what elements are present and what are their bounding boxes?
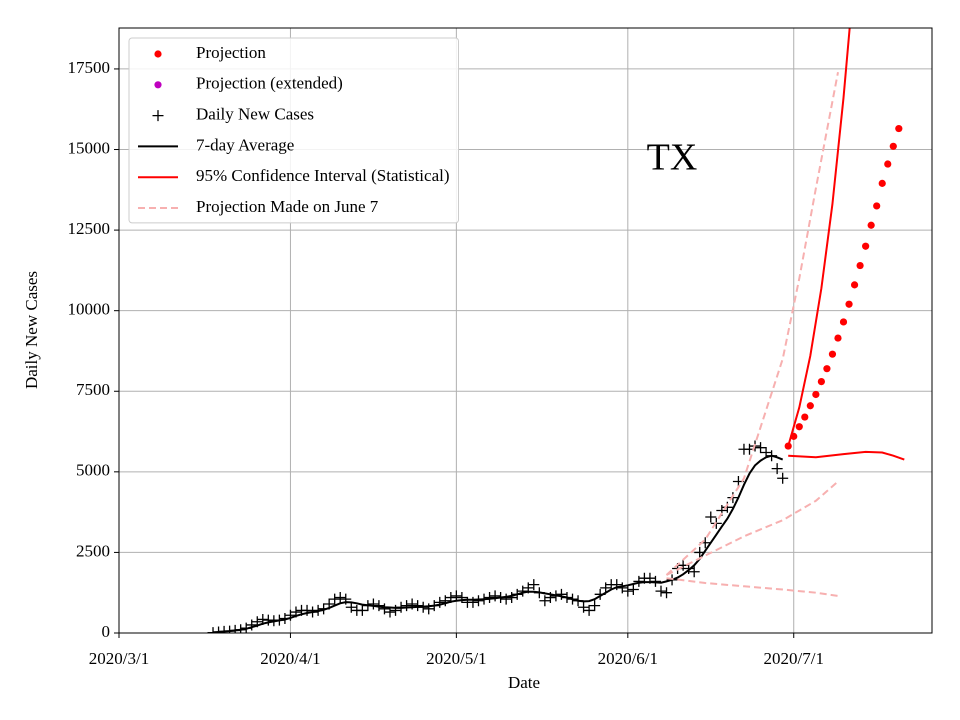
case-marker: [555, 588, 567, 600]
case-marker: [246, 619, 258, 631]
case-marker: [777, 472, 789, 484]
case-marker: [434, 596, 446, 608]
legend-marker: [154, 81, 162, 89]
case-marker: [345, 601, 357, 613]
case-marker: [771, 463, 783, 475]
case-marker: [539, 595, 551, 607]
case-marker: [450, 590, 462, 602]
series-line: [788, 450, 905, 461]
y-tick-label: 5000: [76, 461, 110, 480]
case-marker: [467, 596, 479, 608]
projection-dot: [862, 242, 870, 250]
x-axis-label: Date: [508, 673, 540, 692]
projection-dot: [817, 377, 825, 386]
case-marker: [627, 583, 639, 595]
axes-frame: [118, 27, 933, 634]
case-marker: [329, 593, 341, 605]
ticks: 0 2500 5000 7500 10000 12500 15000 17500 2020/3/…: [68, 58, 824, 668]
y-tick-label: 17500: [68, 58, 111, 77]
legend-label: 7-day Average: [196, 135, 294, 154]
case-marker: [472, 595, 484, 607]
y-tick-label: 12500: [68, 219, 111, 238]
projection-dot: [889, 142, 897, 150]
case-marker: [456, 592, 468, 604]
case-marker: [661, 587, 673, 599]
case-marker: [334, 592, 346, 604]
case-marker: [423, 603, 435, 615]
legend-marker: [152, 110, 164, 122]
y-tick-label: 0: [102, 622, 111, 641]
projection-dot: [878, 179, 886, 187]
y-tick-label: 15000: [68, 138, 111, 157]
case-marker: [755, 442, 767, 454]
projection-dot: [867, 221, 875, 229]
legend-label: Projection Made on June 7: [196, 197, 379, 216]
case-marker: [378, 603, 390, 615]
projection-dot: [823, 365, 831, 373]
y-tick-label: 10000: [68, 300, 111, 319]
case-marker: [600, 582, 612, 594]
case-marker: [401, 600, 413, 612]
case-marker: [367, 598, 379, 610]
case-marker: [589, 600, 601, 612]
case-marker: [489, 590, 501, 602]
x-tick-label: 2020/3/1: [89, 649, 149, 668]
case-marker: [688, 566, 700, 578]
series-line: [665, 72, 839, 576]
y-tick-label: 7500: [76, 380, 110, 399]
x-tick-label: 2020/4/1: [260, 649, 320, 668]
case-marker: [760, 446, 772, 458]
projection-dot: [828, 350, 837, 358]
case-marker: [583, 604, 595, 616]
case-marker: [611, 579, 623, 591]
case-marker: [412, 600, 424, 612]
case-marker: [439, 595, 451, 607]
projection-dot: [812, 390, 820, 399]
projection-dot: [845, 300, 853, 308]
series-line: [787, 28, 851, 447]
case-marker: [284, 609, 296, 621]
y-axis-label: Daily New Cases: [22, 271, 41, 389]
projection-dot: [795, 423, 803, 431]
case-marker: [622, 585, 634, 597]
x-tick-label: 2020/7/1: [764, 649, 824, 668]
x-tick-label: 2020/5/1: [426, 649, 486, 668]
x-tick-label: 2020/6/1: [598, 649, 658, 668]
case-marker: [356, 604, 368, 616]
legend: Projection Projection (extended) Daily New…: [128, 37, 459, 224]
case-marker: [301, 604, 313, 616]
projection-dot: [839, 318, 848, 326]
projection-dot: [801, 413, 809, 421]
case-marker: [578, 601, 590, 613]
legend-marker: [154, 50, 162, 58]
legend-label: Projection (extended): [196, 74, 343, 93]
case-marker: [500, 593, 512, 605]
projection-dot: [834, 334, 842, 342]
y-tick-label: 2500: [76, 541, 110, 560]
case-marker: [528, 579, 540, 591]
case-marker: [655, 585, 667, 597]
plot-area: [207, 28, 905, 633]
series-line: [212, 454, 784, 633]
legend-label: Daily New Cases: [196, 105, 314, 124]
case-marker: [705, 511, 717, 523]
case-marker: [390, 604, 402, 616]
legend-label: Projection: [196, 43, 266, 62]
projection-dot: [895, 124, 903, 133]
series-line: [666, 480, 839, 576]
projection-dot: [850, 281, 859, 289]
projection-dot: [873, 202, 881, 210]
legend-label: 95% Confidence Interval (Statistical): [196, 166, 450, 185]
annotation: TX: [647, 137, 698, 179]
legend-frame: [128, 37, 459, 224]
projection-dot: [806, 402, 814, 410]
projection-dot: [856, 261, 864, 270]
projection-dot: [884, 160, 892, 168]
